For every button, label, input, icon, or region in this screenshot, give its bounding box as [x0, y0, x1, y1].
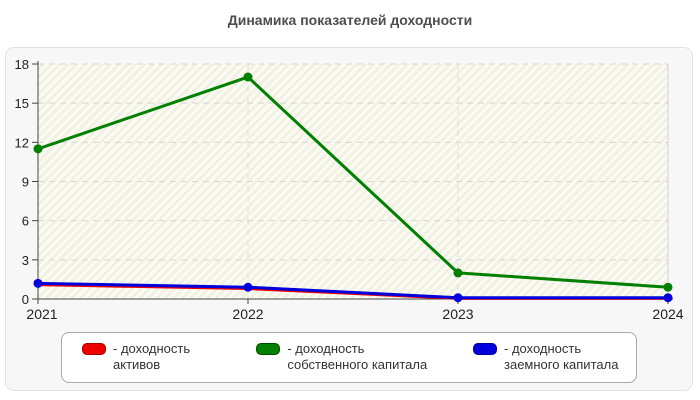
- series-2-line: [33, 72, 673, 292]
- plot-area: [38, 64, 668, 299]
- legend-label: - доходность активов: [113, 341, 191, 373]
- svg-text:2023: 2023: [442, 306, 473, 322]
- svg-text:2021: 2021: [26, 306, 57, 322]
- svg-text:18: 18: [15, 57, 29, 72]
- legend-item: - доходность заемного капитала: [473, 341, 626, 374]
- legend-label: - доходность собственного капитала: [287, 341, 428, 373]
- svg-text:2024: 2024: [652, 306, 683, 322]
- svg-text:3: 3: [22, 253, 29, 268]
- svg-text:6: 6: [22, 214, 29, 229]
- legend-item: - доходность собственного капитала: [256, 341, 433, 374]
- grid-lines: [38, 63, 669, 299]
- legend-swatch: [256, 343, 281, 355]
- x-axis-labels: 2021 2022 2023 2024: [26, 306, 683, 322]
- y-axis-labels: 0 3 6 9 12 15 18: [15, 57, 29, 307]
- chart-canvas: 0 3 6 9 12 15 18 2021 2022 2023 2024: [15, 57, 684, 322]
- svg-text:15: 15: [15, 96, 29, 111]
- svg-text:12: 12: [15, 135, 29, 150]
- svg-text:2022: 2022: [232, 306, 263, 322]
- legend-item: - доходность активов: [82, 341, 216, 374]
- legend-swatch: [82, 343, 106, 355]
- chart-title: Динамика показателей доходности: [227, 12, 473, 28]
- legend-label: - доходность заемного капитала: [504, 341, 619, 373]
- series-3-line: [33, 278, 673, 303]
- svg-text:0: 0: [22, 292, 29, 307]
- legend-swatch: [473, 343, 497, 355]
- chart-legend: - доходность активов - доходность собстве…: [61, 332, 637, 383]
- svg-text:9: 9: [22, 175, 29, 190]
- chart-panel: 0 3 6 9 12 15 18 2021 2022 2023 2024 - доходность …: [5, 47, 693, 391]
